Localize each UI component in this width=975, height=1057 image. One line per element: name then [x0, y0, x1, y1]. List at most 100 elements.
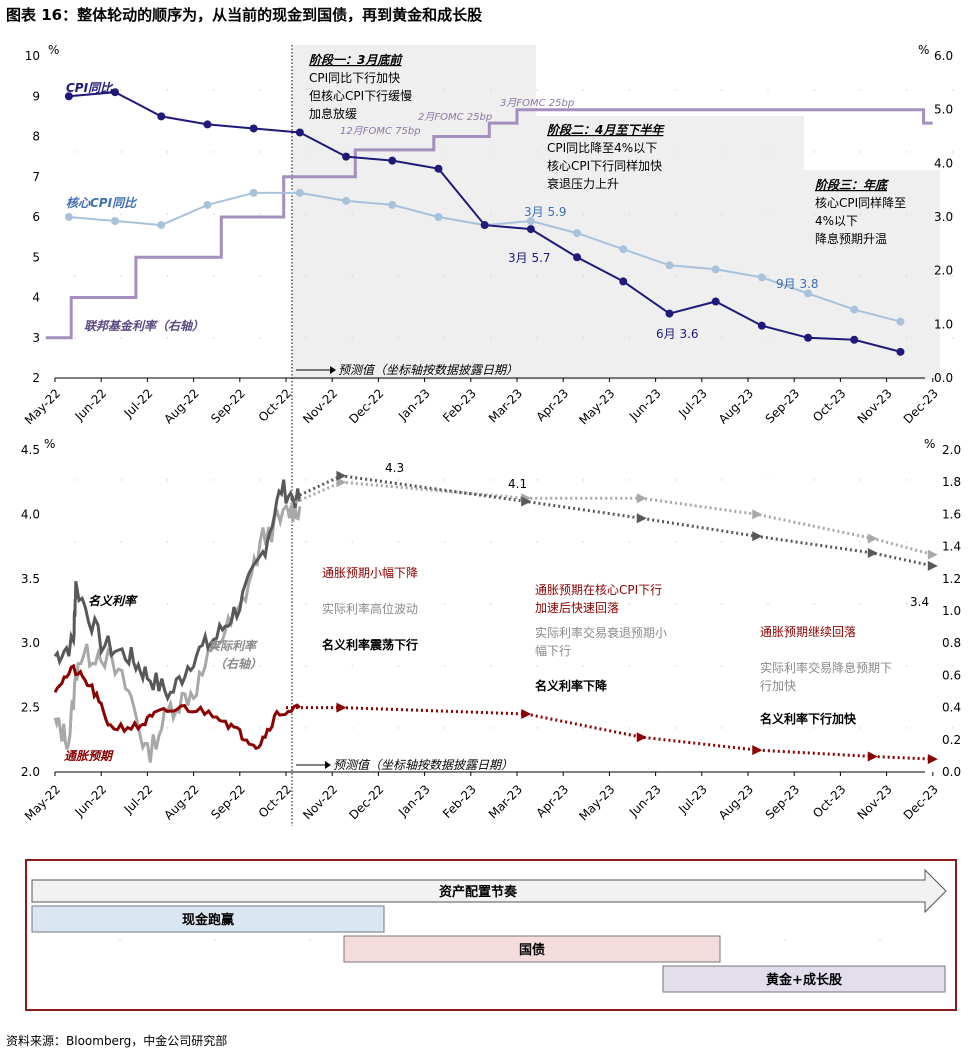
grid-dot — [813, 151, 815, 153]
x-tick-label: Dec-22 — [346, 782, 386, 822]
grid-dot — [259, 603, 261, 605]
scenario-note: 通胀预期继续回落 — [760, 625, 856, 639]
cpi-point — [804, 333, 813, 342]
grid-dot — [952, 151, 954, 153]
grid-dot — [166, 603, 169, 605]
source-note: 资料来源：Bloomberg，中金公司研究部 — [6, 1034, 228, 1048]
grid-dot — [813, 213, 815, 215]
grid-dot — [212, 479, 215, 481]
y-right-tick-label: 0.0 — [934, 371, 953, 385]
core-cpi-series-label: 核心CPI同比 — [66, 196, 138, 210]
grid-dot — [120, 337, 122, 339]
forecast-arrowhead — [325, 761, 331, 769]
grid-dot — [813, 603, 815, 605]
grid-dot — [443, 541, 446, 543]
y-right-tick-label: 2.0 — [942, 443, 961, 457]
grid-dot — [259, 213, 261, 215]
core-cpi-point — [203, 200, 212, 209]
grid-dot — [351, 275, 353, 277]
grid-dot — [905, 665, 908, 667]
grid-dot — [952, 89, 954, 91]
scenario-note: 名义利率下行加快 — [760, 711, 857, 726]
x-tick-label: Sep-23 — [763, 386, 803, 426]
nominal-rate-forecast — [285, 474, 934, 568]
grid-dot — [905, 151, 908, 153]
x-tick-label: Jul-22 — [121, 782, 156, 817]
allocation-bar-label: 黄金+成长股 — [766, 972, 842, 988]
grid-dot — [859, 541, 862, 543]
grid-dot — [166, 151, 169, 153]
grid-dot — [212, 541, 215, 543]
cpi-point — [573, 253, 582, 262]
grid-dot — [120, 213, 122, 215]
grid-dot — [767, 89, 769, 91]
grid-dot — [628, 665, 631, 667]
scenario-note: 实际利率交易降息预期下 — [760, 660, 892, 675]
core-cpi-point — [665, 261, 674, 270]
core-cpi-point — [619, 245, 628, 254]
grid-dot — [674, 541, 677, 543]
grid-dot — [74, 151, 76, 153]
x-tick-label: May-23 — [576, 782, 617, 823]
grid-dot — [674, 727, 677, 729]
grid-dot — [259, 89, 261, 91]
grid-dot — [74, 727, 76, 729]
grid-dot — [74, 213, 76, 215]
grid-dot — [305, 603, 307, 605]
grid-dot — [74, 89, 76, 91]
forecast-note: 预测值（坐标轴按数据披露日期） — [333, 758, 513, 772]
x-tick-label: Feb-23 — [440, 782, 479, 821]
stage-2-shade — [536, 116, 804, 380]
core-cpi-point — [111, 217, 120, 226]
real-series-label-axis: （右轴） — [214, 657, 262, 671]
core-cpi-point — [757, 273, 766, 282]
cpi-point — [203, 120, 212, 129]
grid-dot — [490, 479, 492, 481]
grid-dot — [905, 479, 908, 481]
fomc-label: 12月FOMC 75bp — [340, 126, 421, 137]
stage-note: 但核心CPI下行缓慢 — [309, 89, 412, 103]
cpi-point — [480, 221, 489, 230]
x-tick-label: Nov-23 — [855, 386, 895, 426]
grid-dot — [166, 89, 169, 91]
core-cpi-point — [64, 213, 73, 221]
grid-dot — [305, 275, 307, 277]
y-right-tick-label: 1.6 — [942, 507, 961, 521]
grid-dot — [674, 151, 677, 153]
grid-dot — [767, 603, 769, 605]
allocation-bar-label: 国债 — [519, 942, 545, 958]
scenario-note: 幅下行 — [535, 643, 571, 658]
grid-dot — [214, 939, 216, 941]
scenario-note: 实际利率高位波动 — [322, 601, 418, 616]
grid-dot — [397, 275, 400, 277]
x-tick-label: Mar-23 — [486, 782, 525, 821]
data-label: 9月 3.8 — [776, 277, 819, 291]
nominal-rate-marker — [521, 496, 532, 507]
grid-dot — [120, 275, 122, 277]
scenario-note: 行加快 — [760, 679, 796, 693]
x-tick-label: Aug-23 — [716, 386, 756, 426]
core-cpi-point — [388, 200, 397, 209]
grid-dot — [952, 603, 954, 605]
grid-dot — [74, 541, 76, 543]
grid-dot — [952, 665, 954, 667]
grid-dot — [166, 213, 169, 215]
grid-dot — [674, 479, 677, 481]
core-cpi-point — [249, 188, 258, 197]
grid-dot — [767, 665, 769, 667]
scenario-note: 名义利率下降 — [535, 678, 608, 693]
grid-dot — [490, 541, 492, 543]
y-left-tick-label: 2 — [32, 371, 40, 385]
grid-dot — [120, 541, 122, 543]
y-left-tick-label: 4.5 — [21, 443, 40, 457]
core-cpi-point — [804, 289, 813, 298]
data-label: 3.4 — [910, 595, 929, 609]
y-right-tick-label: 1.2 — [942, 572, 961, 586]
grid-dot — [905, 275, 908, 277]
grid-dot — [305, 213, 307, 215]
grid-dot — [905, 89, 908, 91]
grid-dot — [305, 337, 307, 339]
grid-dot — [536, 479, 538, 481]
grid-dot — [443, 603, 446, 605]
